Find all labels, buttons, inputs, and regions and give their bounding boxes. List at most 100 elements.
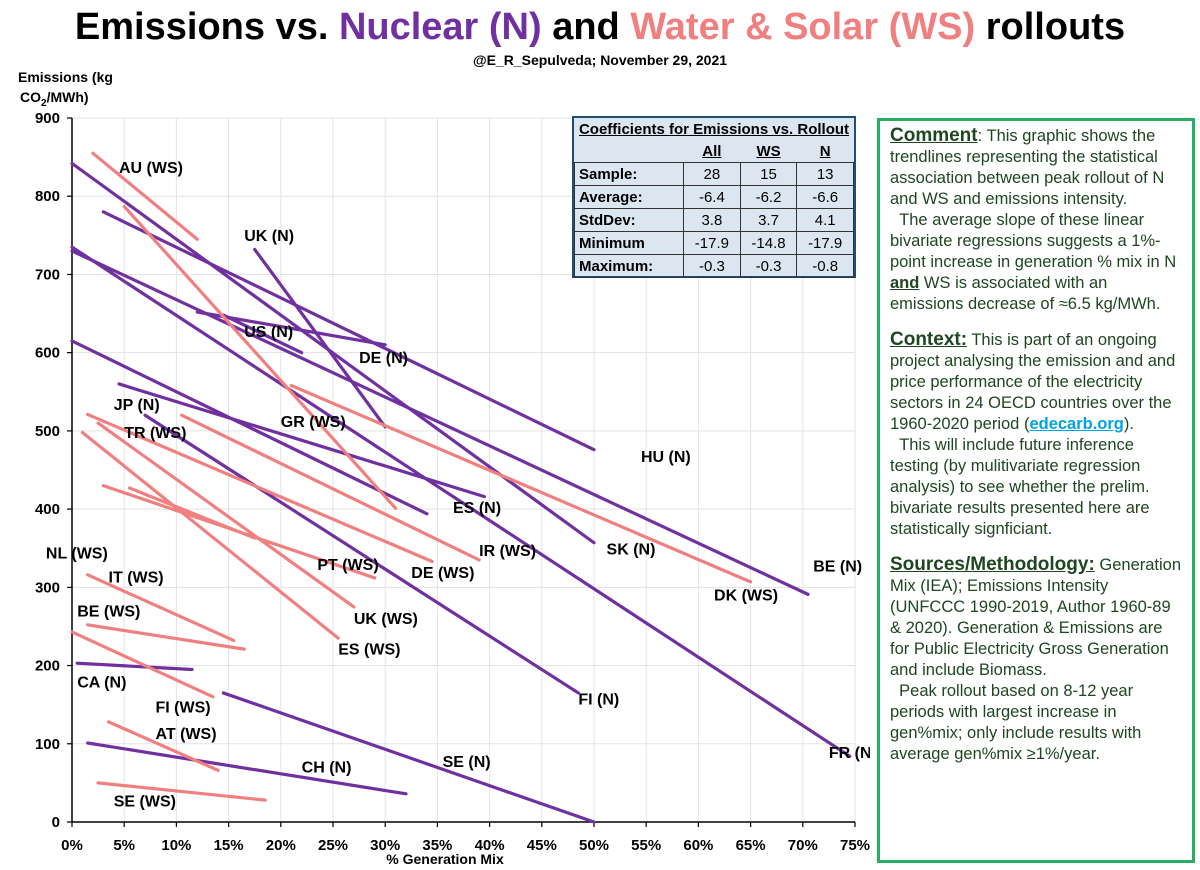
cell-ws: 15 xyxy=(739,162,798,186)
context-heading: Context: xyxy=(890,329,968,350)
trendline-gr-ws xyxy=(122,204,398,510)
series-label: GR (WS) xyxy=(281,414,346,431)
chart-title: Emissions vs. Nuclear (N) and Water & So… xyxy=(0,6,1200,49)
cell-all: 3.8 xyxy=(683,208,741,232)
coefficients-table: Coefficients for Emissions vs. Rollout A… xyxy=(572,116,856,278)
y-axis-label-unit: /MWh) xyxy=(47,89,89,105)
sources-text-2: Peak rollout based on 8-12 year periods … xyxy=(890,682,1142,763)
sources-heading: Sources/Methodology: xyxy=(890,554,1095,575)
trendline-at-ws xyxy=(106,720,220,772)
cell-n: 13 xyxy=(796,162,854,186)
x-tick-label: 30% xyxy=(370,837,400,854)
table-row: Minimum -17.9 -14.8 -17.9 xyxy=(573,231,854,255)
series-label: UK (N) xyxy=(244,228,294,245)
y-axis-label-line2: CO2/MWh) xyxy=(20,89,89,109)
series-label: DE (WS) xyxy=(411,565,474,582)
series-label: FI (WS) xyxy=(156,699,211,716)
x-tick-label: 40% xyxy=(475,837,505,854)
context-text: This is part of an ongoing project analy… xyxy=(890,331,1176,433)
trendline-uk-n xyxy=(253,247,387,429)
context-paragraph: Context: This is part of an ongoing proj… xyxy=(890,329,1182,540)
y-tick-labels: 0 100 200 300 400 500 600 700 800 900 xyxy=(35,110,60,831)
series-label: DK (WS) xyxy=(714,588,778,605)
y-tick-label: 900 xyxy=(35,110,60,127)
x-tick-label: 5% xyxy=(113,837,135,854)
trendline-ir-ws xyxy=(180,413,481,562)
y-tick-label: 600 xyxy=(35,345,60,362)
cell-ws: -14.8 xyxy=(739,231,798,255)
x-tick-label: 70% xyxy=(788,837,818,854)
chart-plot: 0% 5% 10% 15% 20% 25% 30% 35% 40% 45% 50% 55% 60% 65%… xyxy=(18,69,870,867)
trendline-fi-n xyxy=(143,413,580,695)
title-water-solar: Water & Solar (WS) xyxy=(630,6,976,48)
cell-n: -0.8 xyxy=(796,254,854,278)
coefficients-caption: Coefficients for Emissions vs. Rollout xyxy=(578,121,850,138)
table-row: Sample: 28 15 13 xyxy=(573,162,854,186)
edecarb-link[interactable]: edecarb.org xyxy=(1029,415,1124,433)
cell-all: -0.3 xyxy=(683,254,741,278)
comment-text: : This graphic shows the trendlines repr… xyxy=(890,127,1165,208)
comment-text-3: WS is associated with an emissions decre… xyxy=(890,274,1161,313)
row-label: Maximum: xyxy=(573,254,685,278)
trendline-se-n xyxy=(221,691,596,824)
trendline-sk-n xyxy=(70,161,596,545)
header-n: N xyxy=(819,143,831,160)
x-tick-label: 20% xyxy=(266,837,296,854)
trendline-ca-n xyxy=(75,661,194,672)
series-label: HU (N) xyxy=(641,449,691,466)
series-labels: FR (N) BE (N) HU (N) SK (N) DE (N) UK (N) US (… xyxy=(46,160,870,811)
x-tick-label: 0% xyxy=(61,837,83,854)
cell-n: -6.6 xyxy=(796,185,854,209)
cell-ws: 3.7 xyxy=(739,208,798,232)
sources-text: Generation Mix (IEA); Emissions Intensit… xyxy=(890,556,1182,679)
trendline-se-ws xyxy=(96,781,267,802)
series-label: AT (WS) xyxy=(156,726,217,743)
trendline-be-ws xyxy=(86,623,246,651)
coefficients-grid: All WS N Sample: 28 15 13 Average: -6.4 … xyxy=(573,143,854,278)
comment-panel: Comment: This graphic shows the trendlin… xyxy=(877,118,1195,863)
series-label: CA (N) xyxy=(77,674,126,691)
y-tick-label: 300 xyxy=(35,579,60,596)
y-axis-label-co: CO xyxy=(20,89,41,105)
x-tick-label: 35% xyxy=(422,837,452,854)
x-tick-label: 60% xyxy=(683,837,713,854)
trendline-jp-n xyxy=(70,339,429,516)
x-tick-labels: 0% 5% 10% 15% 20% 25% 30% 35% 40% 45% 50% 55% 60% 65%… xyxy=(61,837,870,854)
context-text-3: This will include future inference testi… xyxy=(890,436,1150,538)
cell-all: -6.4 xyxy=(683,185,741,209)
series-label: SK (N) xyxy=(607,541,656,558)
y-tick-label: 800 xyxy=(35,188,60,205)
trendline-hu-n xyxy=(101,210,596,452)
comment-text-2: The average slope of these linear bivari… xyxy=(890,211,1177,271)
header-blank xyxy=(575,143,684,163)
series-label: IR (WS) xyxy=(479,543,536,560)
axes xyxy=(67,117,856,827)
y-tick-label: 0 xyxy=(52,814,60,831)
series-label: NL (WS) xyxy=(46,545,108,562)
header-all: All xyxy=(702,143,722,160)
y-tick-label: 100 xyxy=(35,736,60,753)
table-row: Maximum: -0.3 -0.3 -0.8 xyxy=(573,254,854,278)
series-label: SE (N) xyxy=(443,754,491,771)
series-label: US (N) xyxy=(244,324,293,341)
trendline-fi-ws xyxy=(70,630,215,699)
y-tick-label: 700 xyxy=(35,266,60,283)
series-label: BE (WS) xyxy=(77,603,140,620)
trendline-fr-n xyxy=(70,245,852,758)
row-label: Average: xyxy=(573,185,685,209)
context-text-2: ). xyxy=(1123,415,1134,433)
trendline-it-ws xyxy=(86,573,236,643)
x-tick-label: 55% xyxy=(631,837,661,854)
x-tick-label: 45% xyxy=(527,837,557,854)
comment-and-emphasis: and xyxy=(890,274,920,292)
x-tick-label: 15% xyxy=(214,837,244,854)
series-label: BE (N) xyxy=(813,559,862,576)
series-label: DE (N) xyxy=(359,350,408,367)
header-ws: WS xyxy=(756,143,781,160)
comment-paragraph: Comment: This graphic shows the trendlin… xyxy=(890,125,1182,315)
title-nuclear: Nuclear (N) xyxy=(338,6,542,48)
trendline-uk-ws xyxy=(127,486,257,540)
trendline-es-ws xyxy=(80,430,340,640)
title-part-5: rollouts xyxy=(975,6,1126,48)
cell-ws: -6.2 xyxy=(739,185,798,209)
